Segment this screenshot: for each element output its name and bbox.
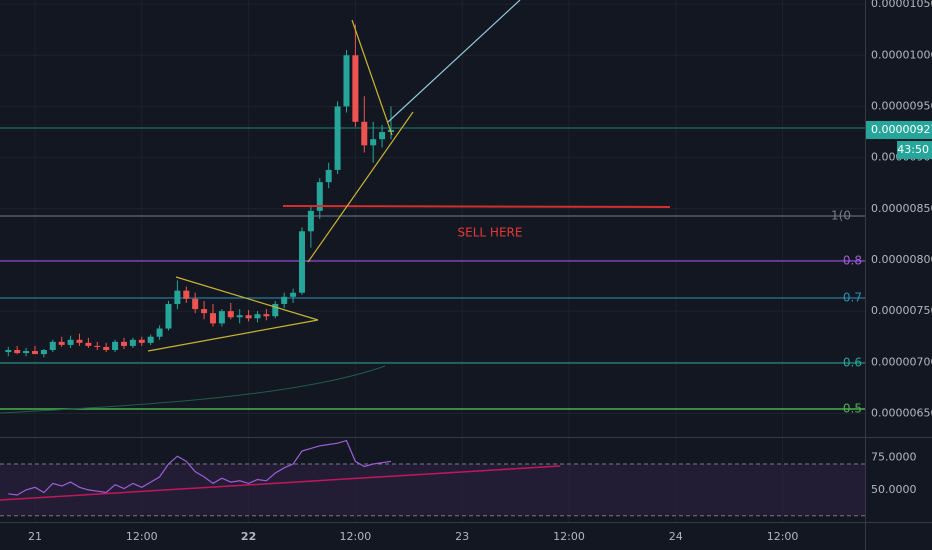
- candle-body: [272, 303, 279, 317]
- candle-body: [174, 290, 181, 304]
- candle-body: [76, 339, 83, 343]
- candle-body: [129, 339, 136, 346]
- moving-average: [0, 365, 386, 414]
- candle-body: [361, 121, 368, 146]
- candle-body: [58, 341, 65, 345]
- candle-body: [14, 350, 21, 354]
- y-tick-label: 0.00000700: [871, 355, 932, 368]
- countdown-box: [897, 140, 932, 159]
- candle-body: [325, 169, 332, 183]
- countdown: 43:50: [897, 143, 929, 156]
- trendlines: [147, 19, 414, 352]
- annotation: SELL HERE: [458, 226, 523, 240]
- candle-body: [120, 341, 127, 346]
- y-tick-label: 75.0000: [871, 450, 917, 463]
- candle-body: [254, 314, 261, 319]
- y-tick-label: 50.0000: [871, 483, 917, 496]
- candle-body: [165, 303, 172, 329]
- y-tick-label: 0.00000950: [871, 99, 932, 112]
- candle-body: [201, 309, 208, 314]
- candle-body: [307, 210, 314, 232]
- fib-label: 0.6: [843, 356, 862, 370]
- x-tick-label: 12:00: [340, 530, 372, 543]
- candle-body: [67, 339, 74, 345]
- candle-body: [218, 311, 225, 324]
- fib-label: 0.8: [843, 254, 862, 268]
- candle-body: [227, 311, 234, 318]
- y-tick-label: 0.00000800: [871, 253, 932, 266]
- candle-body: [103, 346, 110, 351]
- trendline: [147, 319, 319, 352]
- candle-body: [156, 328, 163, 337]
- marks-layer: [0, 24, 865, 517]
- candle-body: [192, 298, 199, 310]
- trendline: [307, 111, 414, 263]
- rsi-trendline: [0, 465, 561, 501]
- last-price-label: 0.00000927: [871, 123, 932, 136]
- x-tick-label: 24: [669, 530, 683, 543]
- trendline: [351, 19, 393, 136]
- y-tick-label: 0.00001000: [871, 48, 932, 61]
- rsi-band: [0, 463, 865, 516]
- candle-body: [352, 55, 359, 122]
- candle-body: [316, 182, 323, 211]
- y-tick-label: 0.00000850: [871, 202, 932, 215]
- candle-body: [298, 231, 305, 293]
- candle-body: [147, 336, 154, 343]
- candle-body: [343, 55, 350, 107]
- candle-body: [334, 106, 341, 170]
- candle-body: [379, 132, 386, 140]
- candle-body: [281, 296, 288, 304]
- candle-body: [49, 341, 56, 351]
- y-tick-label: 0.00000650: [871, 406, 932, 419]
- rsi-line: [8, 439, 392, 496]
- candle-body: [85, 342, 92, 346]
- fib-label: 1(0: [831, 209, 851, 223]
- x-tick-label: 12:00: [126, 530, 158, 543]
- candle-body: [31, 351, 38, 355]
- candle-body: [40, 350, 47, 355]
- fib-label: 0.7: [843, 291, 862, 305]
- trendline: [387, 0, 521, 123]
- x-tick-label: 12:00: [767, 530, 799, 543]
- fib-label: 0.5: [843, 402, 862, 416]
- candle-body: [370, 139, 377, 146]
- candle-body: [290, 292, 297, 297]
- candle-body: [94, 345, 101, 347]
- candle-body: [5, 350, 12, 353]
- last-price-box: [866, 120, 932, 139]
- y-tick-label: 0.00001050: [871, 0, 932, 10]
- candle-body: [183, 290, 190, 299]
- x-tick-label: 23: [455, 530, 469, 543]
- sell-line: [282, 205, 671, 208]
- axis-layer: 0.00000650 0.00000700 0.00000750 0.00000800…: [28, 0, 932, 543]
- candle-body: [112, 341, 119, 351]
- candle-body: [138, 339, 145, 343]
- candle-body: [236, 315, 243, 318]
- candle-body: [263, 314, 270, 317]
- x-tick-label: 22: [241, 530, 256, 543]
- candle-body: [245, 315, 252, 319]
- trendline: [175, 276, 319, 321]
- y-tick-label: 0.00000750: [871, 304, 932, 317]
- candle-body: [209, 313, 216, 324]
- candle-body: [23, 351, 30, 354]
- x-tick-label: 12:00: [553, 530, 585, 543]
- x-tick-label: 21: [28, 530, 42, 543]
